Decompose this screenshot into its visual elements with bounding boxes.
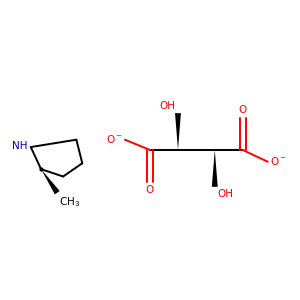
Text: CH$_3$: CH$_3$	[59, 195, 80, 209]
Text: O$^-$: O$^-$	[270, 155, 287, 167]
Text: O$^-$: O$^-$	[106, 133, 123, 145]
Text: O: O	[238, 105, 247, 115]
Text: NH: NH	[12, 141, 27, 151]
Text: OH: OH	[159, 101, 175, 111]
Polygon shape	[175, 113, 181, 150]
Text: OH: OH	[218, 189, 234, 199]
Text: O: O	[146, 185, 154, 195]
Polygon shape	[212, 150, 218, 187]
Polygon shape	[41, 169, 60, 194]
